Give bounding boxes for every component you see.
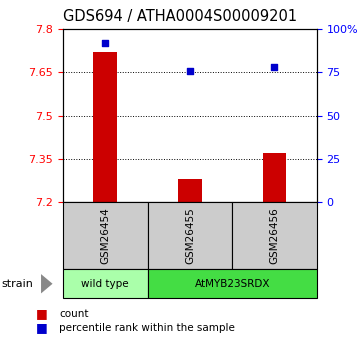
Text: ■: ■ [36, 321, 48, 334]
Text: ■: ■ [36, 307, 48, 321]
Bar [178, 179, 202, 202]
Point [187, 68, 193, 73]
Text: strain: strain [2, 279, 34, 289]
Point [102, 40, 108, 46]
Bar [263, 153, 286, 202]
Text: GSM26455: GSM26455 [185, 207, 195, 264]
Text: wild type: wild type [81, 279, 129, 289]
Text: percentile rank within the sample: percentile rank within the sample [59, 323, 235, 333]
Text: GSM26454: GSM26454 [100, 207, 110, 264]
Text: GSM26456: GSM26456 [270, 207, 279, 264]
Text: AtMYB23SRDX: AtMYB23SRDX [194, 279, 270, 289]
Text: count: count [59, 309, 89, 319]
Point [271, 65, 277, 70]
Bar [94, 52, 117, 202]
Text: GDS694 / ATHA0004S00009201: GDS694 / ATHA0004S00009201 [63, 9, 297, 23]
